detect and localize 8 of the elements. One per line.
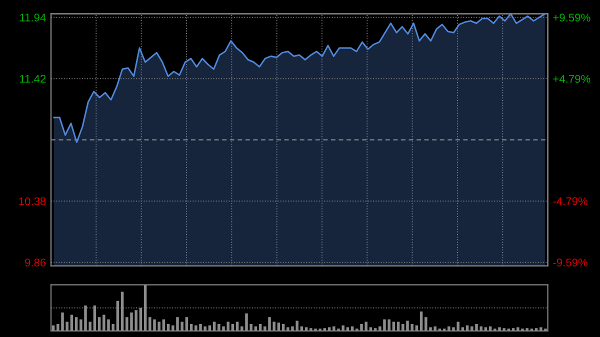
y-tick-label: 11.42 [20, 74, 46, 83]
y-tick-label: 9.86 [25, 258, 46, 266]
y2-tick-label: +4.79% [553, 74, 590, 83]
y-tick-label: 10.38 [19, 197, 46, 206]
y2-tick-label: -9.59% [553, 258, 588, 266]
y2-tick-label: -4.79% [553, 197, 588, 206]
y2-tick-label: +9.59% [553, 14, 590, 22]
y-tick-label: 11.94 [20, 14, 46, 22]
